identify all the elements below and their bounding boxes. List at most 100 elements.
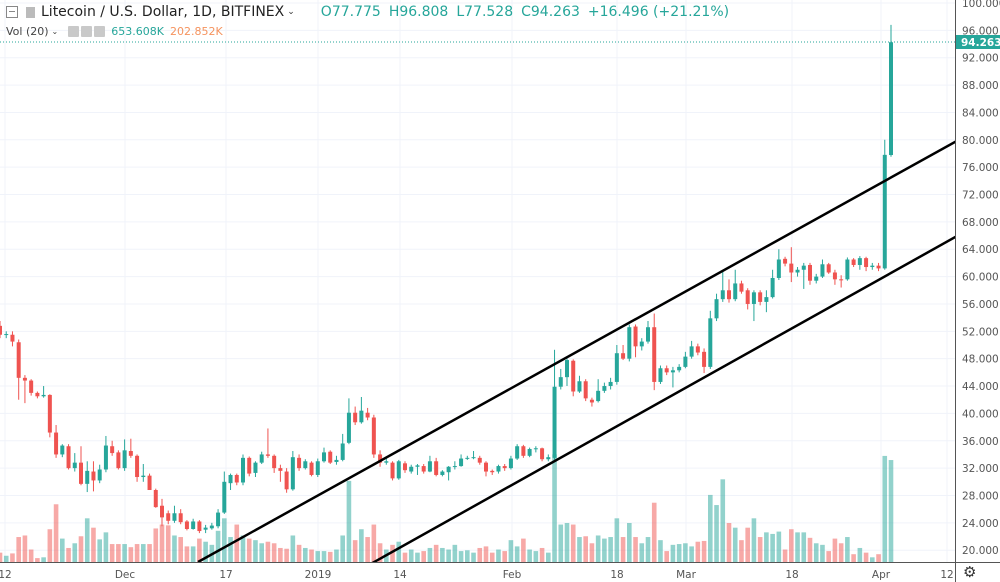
candle-body: [583, 381, 588, 399]
candle-body: [315, 461, 320, 475]
candle-body: [22, 377, 27, 381]
price-tick-label: 28.000: [962, 490, 999, 502]
open-value: O77.775: [320, 4, 381, 20]
candle-body: [795, 269, 800, 273]
time-tick-label: Dec: [115, 569, 136, 581]
candle-body: [664, 368, 669, 373]
volume-bar: [658, 540, 663, 562]
volume-bar: [552, 454, 557, 562]
candle-body: [633, 326, 638, 347]
volume-bar: [421, 551, 426, 562]
volume-label[interactable]: Vol (20): [6, 25, 49, 38]
volume-bar: [415, 552, 420, 562]
candle-body: [409, 466, 414, 472]
volume-bar: [278, 547, 283, 562]
gear-icon[interactable]: ⚙: [963, 563, 977, 581]
candle-body: [259, 454, 264, 463]
candle-body: [864, 258, 869, 268]
candle-body: [783, 258, 788, 264]
candle-body: [191, 521, 196, 529]
time-tick-label: 18: [785, 569, 798, 581]
price-axis[interactable]: [955, 0, 1000, 582]
volume-bar: [22, 535, 28, 562]
candle-body: [153, 490, 158, 508]
candle-body: [683, 356, 688, 367]
chevron-down-icon[interactable]: ⌄: [51, 27, 59, 36]
volume-bar: [639, 543, 645, 562]
candle-body: [614, 353, 619, 382]
price-tick-label: 64.000: [962, 244, 999, 256]
candle-body: [471, 457, 476, 459]
change-value: +16.496 (+21.21%): [587, 4, 730, 20]
chevron-down-icon[interactable]: ⌄: [287, 7, 295, 17]
high-value: H96.808: [388, 4, 449, 20]
volume-bar: [47, 529, 53, 562]
volume-bar: [66, 547, 71, 562]
symbol-title[interactable]: Litecoin / U.S. Dollar, 1D, BITFINEX: [41, 4, 285, 20]
candle-body: [47, 394, 52, 433]
time-axis[interactable]: [0, 562, 955, 582]
volume-bar: [620, 537, 626, 562]
price-tick-label: 52.000: [962, 326, 999, 338]
time-tick-label: 2019: [305, 569, 332, 581]
volume-bar: [577, 537, 582, 562]
candle-body: [764, 297, 769, 302]
volume-bar: [589, 543, 595, 562]
volume-bar: [888, 460, 894, 562]
trendline-lower[interactable]: [341, 210, 1000, 582]
price-tick-label: 32.000: [962, 463, 999, 475]
volume-bar: [309, 549, 314, 562]
minus-square-icon[interactable]: [6, 6, 18, 18]
time-tick-label: 18: [610, 569, 623, 581]
volume-bar: [477, 547, 483, 562]
volume-bar: [782, 549, 788, 562]
close-value: C94.263: [521, 4, 580, 20]
candle-body: [515, 446, 520, 459]
candle-body: [141, 475, 146, 478]
candle-body: [297, 457, 302, 469]
volume-bar: [489, 552, 495, 562]
candle-body: [845, 259, 850, 280]
volume-bar: [701, 540, 707, 562]
volume-bar: [91, 527, 96, 562]
candle-body: [832, 272, 837, 280]
volume-bar: [764, 532, 769, 562]
candle-body: [876, 265, 881, 269]
volume-bar: [253, 540, 258, 562]
candle-body: [228, 474, 233, 484]
candle-body: [247, 457, 252, 474]
volume-bar: [614, 518, 620, 562]
volume-bars: [0, 454, 894, 562]
eye-icon[interactable]: [68, 26, 80, 37]
candle-body: [621, 353, 626, 359]
candle-body: [60, 445, 65, 455]
candle-body: [639, 341, 644, 347]
candle-body: [85, 470, 90, 484]
volume-bar: [471, 552, 476, 562]
volume-bar: [0, 552, 3, 562]
volume-bar: [246, 538, 252, 562]
volume-bar: [53, 504, 59, 562]
volume-bar: [271, 543, 277, 562]
candle-body: [284, 471, 289, 490]
volume-bar: [870, 557, 875, 562]
settings-icon[interactable]: [81, 26, 93, 37]
volume-bar: [558, 524, 564, 562]
candle-body: [745, 290, 750, 304]
candle-body: [826, 264, 831, 273]
candle-body: [222, 481, 227, 513]
volume-bar: [327, 551, 333, 562]
volume-bar: [732, 527, 738, 562]
candle-body: [851, 259, 856, 265]
volume-bar: [296, 544, 302, 562]
trendline-upper[interactable]: [197, 115, 1000, 564]
candle-body: [490, 470, 495, 473]
volume-bar: [78, 536, 84, 562]
candle-body: [135, 455, 140, 478]
candle-body: [670, 370, 675, 373]
volume-bar: [608, 537, 613, 562]
candle-body: [241, 457, 245, 483]
volume-bar: [533, 551, 539, 562]
close-icon[interactable]: [94, 26, 106, 37]
